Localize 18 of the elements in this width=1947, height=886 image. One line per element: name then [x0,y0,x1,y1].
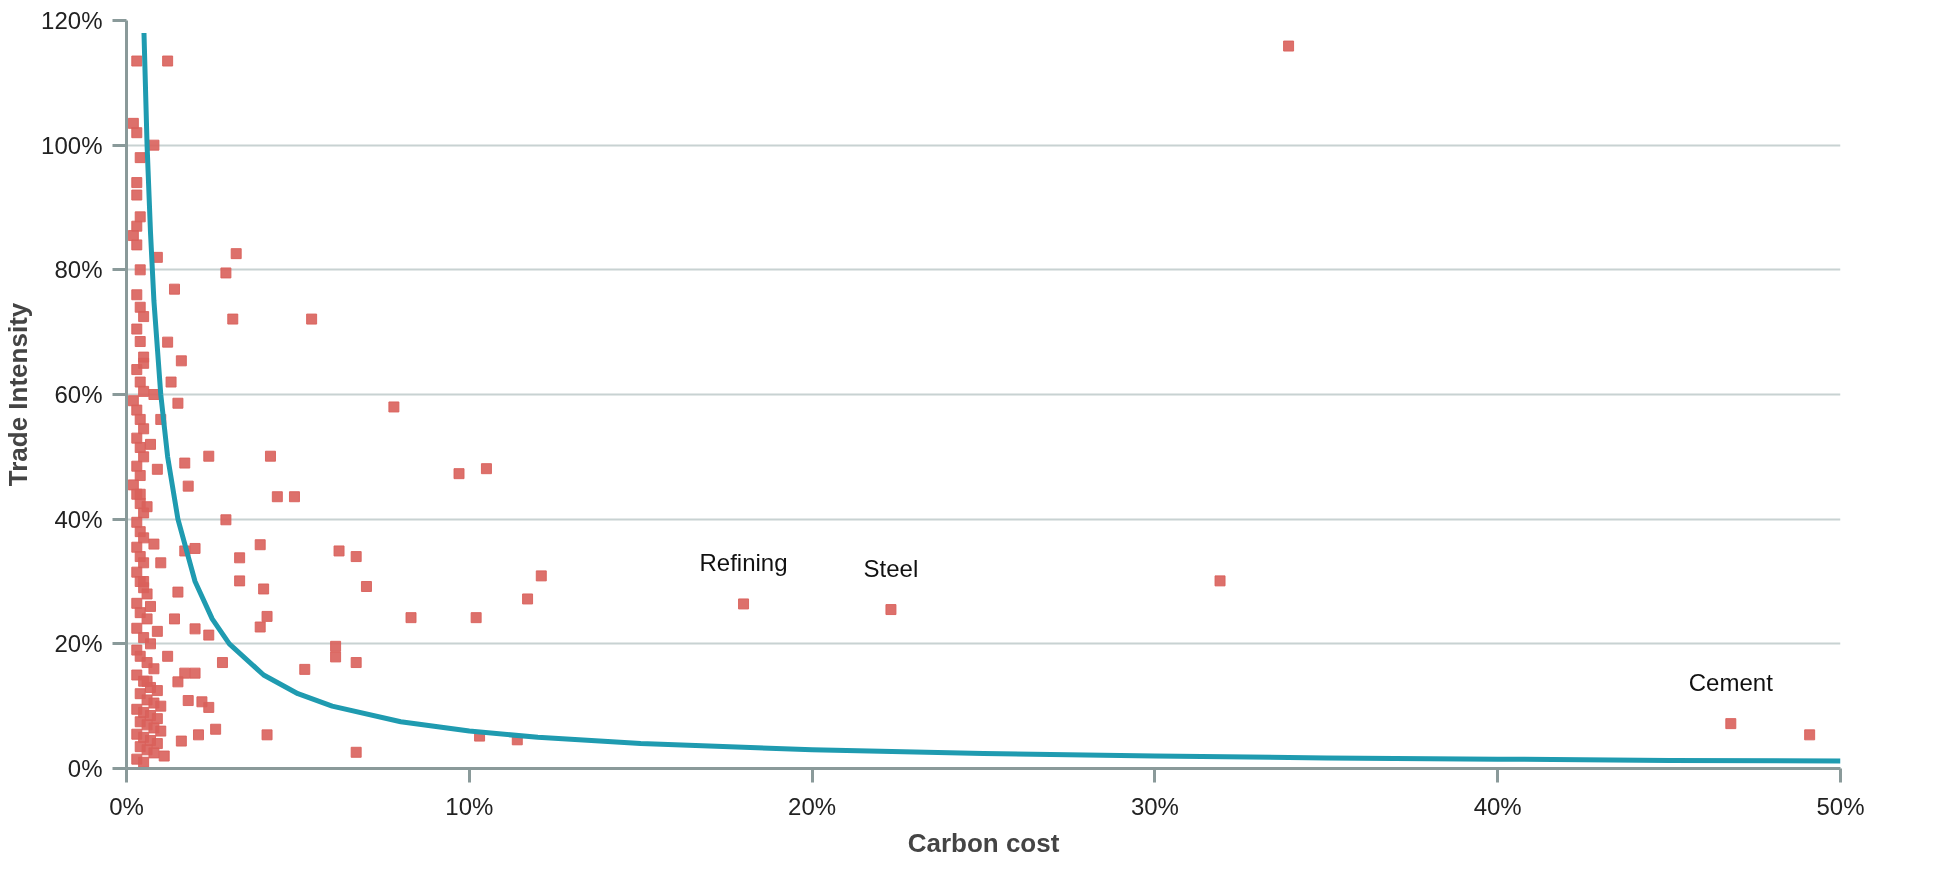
x-axis-title: Carbon cost [907,827,1060,858]
y-tick-label: 40% [54,505,103,533]
y-tick-label: 20% [54,630,103,658]
x-tick-label: 0% [109,792,144,820]
y-tick-label: 80% [54,256,103,284]
x-tick-label: 50% [1816,792,1865,820]
y-tick-label: 100% [41,131,103,159]
y-tick-label: 60% [54,381,103,408]
annotation: Steel [863,554,919,582]
x-tick-label: 40% [1473,792,1522,820]
y-tick-label: 120% [41,7,103,34]
x-tick-label: 10% [445,792,494,820]
x-tick-label: 20% [788,792,837,820]
y-axis-title: Trade Intensity [3,302,34,487]
x-tick-label: 30% [1130,792,1179,820]
annotation: Refining [699,548,788,576]
y-tick-label: 0% [67,755,103,782]
annotation: Cement [1688,668,1774,696]
